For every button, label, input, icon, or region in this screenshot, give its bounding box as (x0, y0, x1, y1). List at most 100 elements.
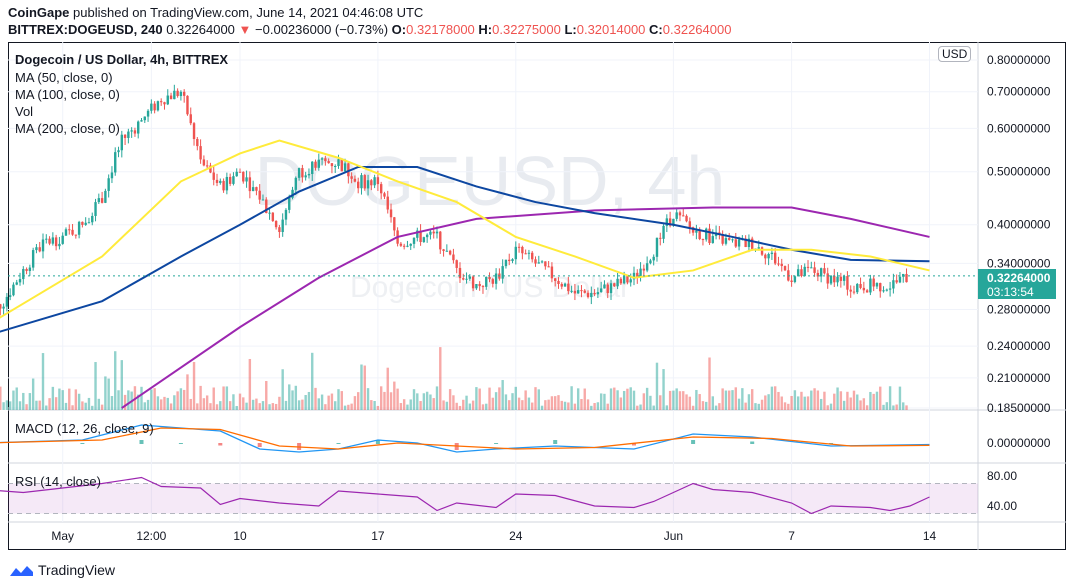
candle-body (15, 282, 18, 285)
volume-bar (317, 398, 320, 410)
volume-bar (117, 390, 120, 410)
candle-body (182, 91, 186, 96)
legend-macd[interactable]: MACD (12, 26, close, 9) (15, 421, 154, 436)
candle-body (616, 278, 619, 287)
volume-bar (836, 387, 839, 410)
candle-body (271, 212, 275, 221)
candle-body (350, 176, 353, 179)
candle-body (747, 238, 751, 248)
volume-bar (576, 388, 580, 410)
candle-body (304, 175, 307, 178)
currency-badge[interactable]: USD (938, 46, 972, 62)
volume-bar (189, 398, 192, 410)
candle-body (898, 276, 902, 283)
candle-body (100, 198, 104, 203)
volume-bar (685, 394, 688, 410)
volume-bar (708, 357, 711, 410)
candle-body (879, 283, 882, 292)
candle-body (412, 237, 416, 244)
volume-bar (373, 401, 376, 410)
volume-bar (590, 405, 593, 410)
volume-bar (816, 390, 820, 410)
volume-bar (173, 395, 176, 410)
volume-bar (790, 396, 793, 410)
volume-bar (780, 396, 783, 410)
volume-bar (38, 400, 41, 410)
candle-body (885, 289, 889, 291)
close-value: 0.32264000 (662, 22, 732, 37)
volume-bar (534, 387, 537, 410)
volume-bar (695, 389, 698, 410)
legend-ma100[interactable]: MA (100, close, 0) (15, 87, 120, 102)
candle-body (823, 268, 826, 274)
candle-body (48, 238, 51, 244)
candle-body (425, 234, 429, 238)
volume-bar (675, 388, 678, 410)
candle-body (186, 95, 189, 115)
candle-body (442, 249, 445, 251)
legend-ma50[interactable]: MA (50, close, 0) (15, 70, 113, 85)
volume-bar (875, 391, 879, 410)
volume-bar (468, 403, 472, 410)
candle-body (494, 273, 498, 284)
candle-body (258, 190, 261, 200)
candle-body (337, 159, 340, 167)
volume-bar (471, 400, 475, 410)
legend-ma200[interactable]: MA (200, close, 0) (15, 121, 120, 136)
low-label: L: (564, 22, 577, 37)
candle-body (481, 286, 485, 288)
candle-body (744, 238, 747, 248)
volume-bar (169, 403, 173, 410)
volume-bar (199, 385, 202, 410)
volume-bar (603, 393, 606, 410)
volume-bar (563, 401, 567, 410)
tradingview-logo[interactable]: TradingView (8, 562, 115, 578)
candle-body (327, 161, 330, 164)
volume-bar (721, 388, 724, 410)
chart-frame[interactable] (8, 42, 1066, 550)
candle-body (317, 159, 320, 168)
volume-bar (800, 391, 803, 410)
candle-body (576, 290, 580, 294)
candle-body (192, 123, 196, 139)
volume-bar (386, 367, 389, 410)
candle-body (524, 253, 527, 255)
candle-body (205, 165, 209, 167)
macd-histogram-bar (553, 440, 558, 444)
volume-bar (813, 388, 816, 410)
candle-body (550, 266, 554, 279)
candle-body (373, 177, 376, 186)
volume-bar (524, 390, 527, 410)
candle-body (655, 237, 659, 257)
ohlc-bar: BITTREX:DOGEUSD, 240 0.32264000 ▼ −0.002… (8, 22, 731, 37)
legend-vol[interactable]: Vol (15, 104, 34, 119)
volume-bar (160, 399, 163, 410)
candle-body (662, 225, 665, 239)
volume-bar (803, 396, 806, 410)
volume-bar (839, 391, 843, 410)
volume-bar (228, 401, 232, 410)
legend-rsi[interactable]: RSI (14, close) (15, 474, 101, 489)
candle-body (389, 209, 393, 218)
volume-bar (271, 403, 275, 410)
macd-histogram-bar (336, 443, 341, 444)
volume-bar (366, 388, 370, 410)
candle-body (856, 283, 859, 293)
volume-bar (540, 405, 544, 410)
low-value: 0.32014000 (576, 22, 646, 37)
candle-body (261, 199, 265, 201)
volume-bar (432, 398, 435, 410)
volume-bar (31, 378, 35, 410)
candle-body (468, 276, 472, 279)
volume-bar (84, 402, 87, 410)
rsi-band (8, 483, 978, 514)
candle-body (199, 146, 202, 160)
candle-body (219, 180, 222, 183)
candle-body (366, 180, 370, 189)
candle-body (645, 263, 649, 271)
candle-body (45, 238, 48, 240)
candle-body (133, 130, 137, 134)
volume-bar (898, 386, 902, 410)
volume-bar (629, 387, 632, 410)
